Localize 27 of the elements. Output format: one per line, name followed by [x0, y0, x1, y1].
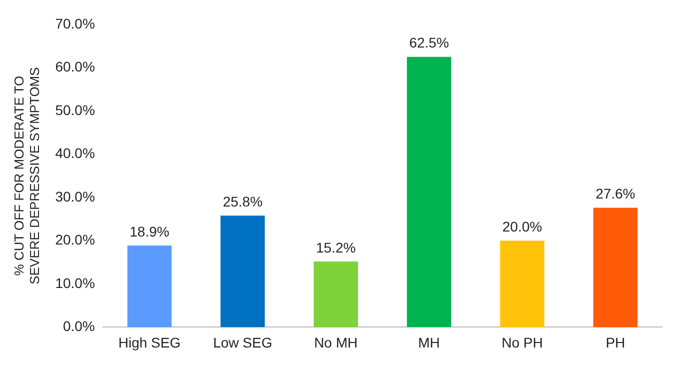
- data-label: 27.6%: [596, 186, 636, 202]
- data-label: 62.5%: [409, 34, 449, 51]
- bar: [500, 240, 544, 328]
- y-tick-label: 60.0%: [55, 58, 95, 75]
- x-tick-label: No MH: [314, 334, 358, 350]
- y-tick-label: 30.0%: [55, 188, 95, 204]
- data-label: 25.8%: [222, 193, 263, 210]
- data-label: 18.9%: [130, 223, 170, 240]
- x-tick-label: PH: [606, 334, 626, 350]
- data-label: 20.0%: [502, 218, 542, 235]
- bar: [593, 208, 638, 328]
- y-tick-label: 10.0%: [55, 274, 95, 291]
- y-tick-label: 50.0%: [55, 102, 95, 118]
- x-tick-label: Low SEG: [213, 334, 272, 350]
- y-axis-title: % CUT OFF FOR MODERATE TO SEVERE DEPRESSIVE SYMPTOMS: [11, 66, 42, 284]
- y-tick-label: 70.0%: [55, 15, 95, 32]
- y-tick-label: 0.0%: [62, 318, 95, 334]
- y-tick-label: 20.0%: [55, 232, 95, 248]
- x-tick-label: MH: [418, 334, 440, 350]
- bar: [406, 56, 452, 328]
- bar: [127, 245, 172, 328]
- bar: [220, 216, 265, 328]
- bar: [314, 261, 358, 328]
- x-tick-label: No PH: [502, 334, 543, 350]
- data-label: 15.2%: [316, 239, 356, 256]
- y-tick-label: 40.0%: [55, 145, 95, 162]
- x-tick-label: High SEG: [118, 334, 181, 350]
